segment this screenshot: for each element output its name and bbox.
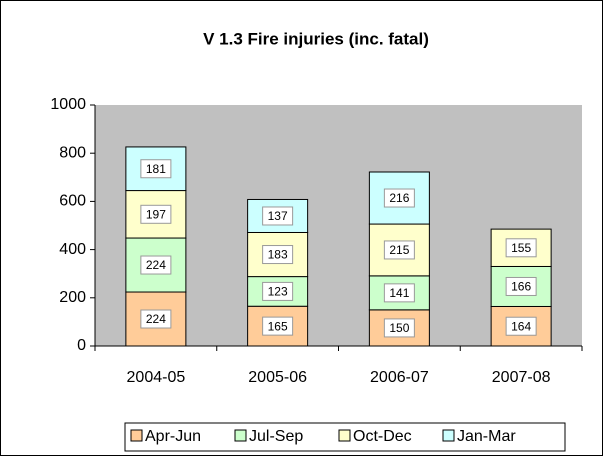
y-tick-label: 1000 xyxy=(50,96,86,113)
data-label-box xyxy=(262,206,294,226)
y-tick-label: 800 xyxy=(59,144,86,161)
data-label-box xyxy=(140,255,172,275)
data-label: 166 xyxy=(511,280,531,294)
data-label-box xyxy=(505,316,537,336)
x-tick-label: 2004-05 xyxy=(127,369,186,386)
legend-swatch xyxy=(442,429,455,442)
data-label-box xyxy=(140,204,172,224)
data-label-box xyxy=(140,309,172,329)
legend-swatch xyxy=(338,429,351,442)
data-label-box xyxy=(383,188,415,208)
data-label: 183 xyxy=(268,248,288,262)
data-label-box xyxy=(262,245,294,265)
data-label-box xyxy=(262,316,294,336)
y-tick-label: 0 xyxy=(77,337,86,354)
data-label-box xyxy=(383,283,415,303)
data-label-box xyxy=(505,238,537,258)
data-label-box xyxy=(262,281,294,301)
x-tick-label: 2007-08 xyxy=(492,369,551,386)
legend-label: Apr-Jun xyxy=(145,428,201,445)
legend-label: Jul-Sep xyxy=(249,428,303,445)
chart-title: V 1.3 Fire injuries (inc. fatal) xyxy=(203,29,429,48)
x-tick-label: 2006-07 xyxy=(370,369,429,386)
data-label: 141 xyxy=(389,286,409,300)
data-label: 165 xyxy=(268,319,288,333)
legend-label: Oct-Dec xyxy=(353,428,412,445)
data-label: 150 xyxy=(389,321,409,335)
data-label: 197 xyxy=(146,207,166,221)
data-label-box xyxy=(383,318,415,338)
data-label: 224 xyxy=(146,312,166,326)
y-tick-label: 600 xyxy=(59,193,86,210)
y-tick-label: 400 xyxy=(59,241,86,258)
data-label: 123 xyxy=(268,285,288,299)
x-tick-label: 2005-06 xyxy=(248,369,307,386)
data-label: 224 xyxy=(146,258,166,272)
data-label: 181 xyxy=(146,162,166,176)
data-label-box xyxy=(383,240,415,260)
data-label: 155 xyxy=(511,241,531,255)
data-label: 215 xyxy=(389,243,409,257)
legend-label: Jan-Mar xyxy=(457,428,516,445)
legend-swatch xyxy=(234,429,247,442)
data-label-box xyxy=(140,159,172,179)
data-label: 137 xyxy=(268,209,288,223)
data-label: 164 xyxy=(511,319,531,333)
legend-swatch xyxy=(130,429,143,442)
data-label-box xyxy=(505,276,537,296)
y-tick-label: 200 xyxy=(59,289,86,306)
data-label: 216 xyxy=(389,191,409,205)
